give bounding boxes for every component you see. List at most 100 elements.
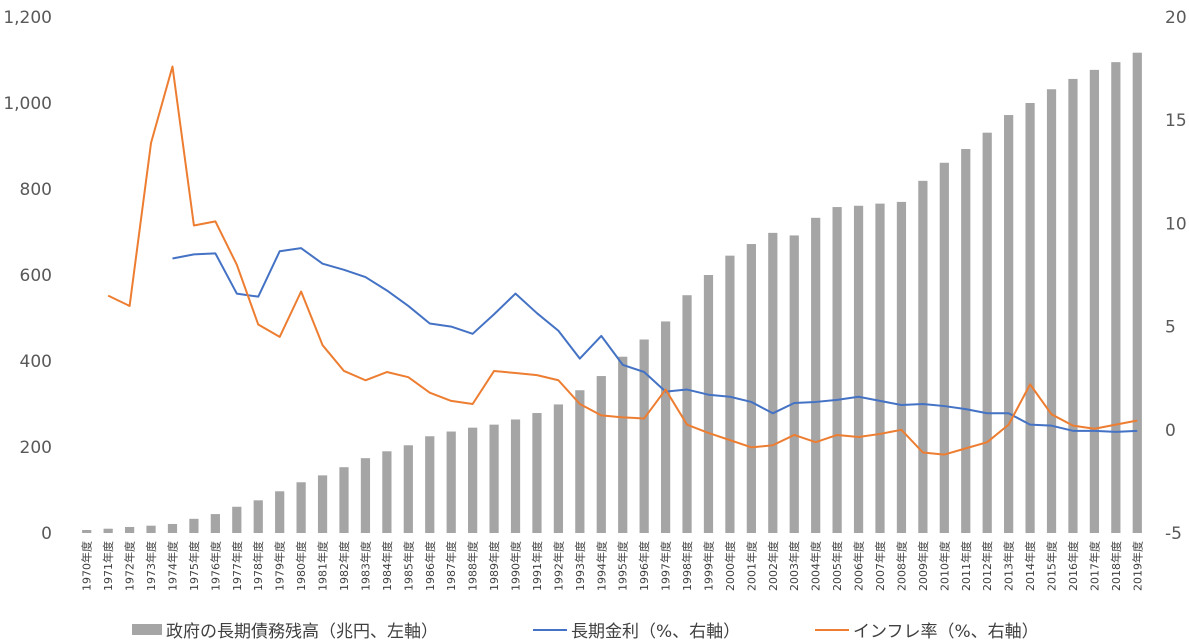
bar-debt-1985年度: [403, 445, 413, 533]
x-tick-label: 2004年度: [809, 541, 823, 591]
x-tick-label: 1976年度: [208, 541, 222, 591]
x-tick-label: 1997年度: [659, 541, 673, 591]
legend-swatch-debt: [132, 624, 162, 635]
legend-item-debt: 政府の長期債務残高（兆円、左軸）: [132, 622, 438, 642]
bar-debt-2013年度: [1004, 115, 1014, 533]
left-tick-label: 0: [41, 524, 52, 544]
x-tick-label: 1973年度: [144, 541, 158, 591]
bar-debt-1997年度: [660, 321, 671, 533]
x-axis: 1970年度 1971年度 1972年度 1973年度 1974年度 1975年度 1976…: [80, 541, 1145, 591]
right-tick-label: -5: [1165, 524, 1182, 544]
x-tick-label: 1989年度: [487, 541, 501, 591]
x-tick-label: 1993年度: [573, 541, 587, 591]
bar-debt-2015年度: [1046, 89, 1057, 534]
bar-debt-1979年度: [275, 491, 285, 533]
right-tick-label: 15: [1165, 111, 1187, 131]
x-tick-label: 1975年度: [187, 541, 201, 591]
bar-debt-1995年度: [618, 356, 628, 533]
x-tick-label: 2002年度: [766, 541, 780, 591]
x-tick-label: 1972年度: [123, 541, 137, 591]
bar-debt-2018年度: [1111, 62, 1121, 534]
x-tick-label: 1985年度: [401, 541, 415, 591]
bar-debt-1974年度: [167, 523, 178, 533]
right-axis: -5 0 5 10 15 20: [1165, 8, 1187, 544]
bar-debt-1992年度: [553, 404, 564, 533]
bar-debt-2010年度: [939, 162, 949, 533]
x-tick-label: 1986年度: [423, 541, 437, 591]
x-tick-label: 2018年度: [1109, 541, 1123, 591]
bar-debt-2016年度: [1068, 78, 1078, 534]
bar-debt-2006年度: [853, 205, 864, 533]
x-tick-label: 1992年度: [551, 541, 565, 591]
x-tick-label: 2000年度: [723, 541, 737, 591]
left-axis: 0 200 400 600 800 1,000 1,200: [3, 8, 52, 544]
bar-debt-1980年度: [296, 482, 306, 533]
x-tick-label: 2014年度: [1023, 541, 1037, 591]
x-tick-label: 1994年度: [594, 541, 608, 591]
x-tick-label: 1995年度: [616, 541, 630, 591]
bar-debt-2009年度: [918, 180, 928, 533]
bar-debt-1998年度: [682, 295, 692, 533]
x-tick-label: 2003年度: [787, 541, 801, 591]
x-tick-label: 1984年度: [380, 541, 394, 591]
x-tick-label: 2017年度: [1087, 541, 1101, 591]
bar-debt-2000年度: [725, 255, 735, 533]
right-tick-label: 20: [1165, 8, 1187, 28]
bar-debt-1975年度: [189, 518, 199, 533]
bar-debt-1986年度: [425, 436, 435, 533]
x-tick-label: 1990年度: [509, 541, 523, 591]
x-tick-label: 1981年度: [316, 541, 330, 591]
x-tick-label: 1983年度: [358, 541, 372, 591]
x-tick-label: 2005年度: [830, 541, 844, 591]
x-tick-label: 1970年度: [80, 541, 94, 591]
bar-debt-1996年度: [639, 339, 649, 533]
x-tick-label: 1987年度: [444, 541, 458, 591]
x-tick-label: 2015年度: [1045, 541, 1059, 591]
line-inflation-rate: [107, 65, 1138, 456]
left-tick-label: 1,000: [3, 94, 52, 114]
x-tick-label: 1996年度: [637, 541, 651, 591]
bar-debt-2012年度: [982, 132, 992, 534]
bar-debt-1989年度: [489, 424, 499, 533]
bar-debt-2019年度: [1132, 52, 1142, 533]
bar-debt-1978年度: [253, 500, 263, 533]
bar-debt-1999年度: [703, 275, 714, 533]
bar-debt-1972年度: [124, 526, 135, 533]
bar-debt-2002年度: [768, 232, 778, 534]
x-tick-label: 1979年度: [273, 541, 287, 591]
bar-debt-1976年度: [210, 514, 220, 533]
x-tick-label: 1998年度: [680, 541, 694, 591]
right-tick-label: 10: [1165, 214, 1187, 234]
x-tick-label: 2007年度: [873, 541, 887, 591]
x-tick-label: 1988年度: [466, 541, 480, 591]
line-series: [107, 65, 1138, 456]
x-tick-label: 1977年度: [230, 541, 244, 591]
left-tick-label: 800: [20, 180, 52, 200]
legend-item-interest: 長期金利（%、右軸）: [533, 622, 740, 642]
x-tick-label: 2011年度: [959, 541, 973, 591]
right-tick-label: 5: [1165, 318, 1176, 338]
legend-label-debt: 政府の長期債務残高（兆円、左軸）: [166, 622, 438, 642]
x-tick-label: 1971年度: [101, 541, 115, 591]
x-tick-label: 2016年度: [1066, 541, 1080, 591]
bar-debt-1990年度: [510, 419, 521, 533]
left-tick-label: 1,200: [3, 8, 52, 28]
left-tick-label: 200: [20, 438, 52, 458]
bar-debt-1970年度: [82, 529, 92, 533]
x-tick-label: 2012年度: [980, 541, 994, 591]
bar-debt-2008年度: [896, 201, 907, 533]
bar-debt-1988年度: [468, 427, 478, 533]
bar-debt-1993年度: [575, 390, 585, 533]
x-tick-label: 1991年度: [530, 541, 544, 591]
x-tick-label: 2006年度: [852, 541, 866, 591]
bar-debt-1991年度: [532, 413, 542, 533]
x-tick-label: 2009年度: [916, 541, 930, 591]
x-tick-label: 2001年度: [744, 541, 758, 591]
x-tick-label: 2010年度: [937, 541, 951, 591]
bar-debt-2003年度: [789, 235, 799, 533]
bar-series: [82, 52, 1142, 534]
bar-debt-2005年度: [832, 207, 842, 533]
bar-debt-2017年度: [1089, 69, 1100, 533]
bar-debt-2001年度: [746, 244, 756, 534]
